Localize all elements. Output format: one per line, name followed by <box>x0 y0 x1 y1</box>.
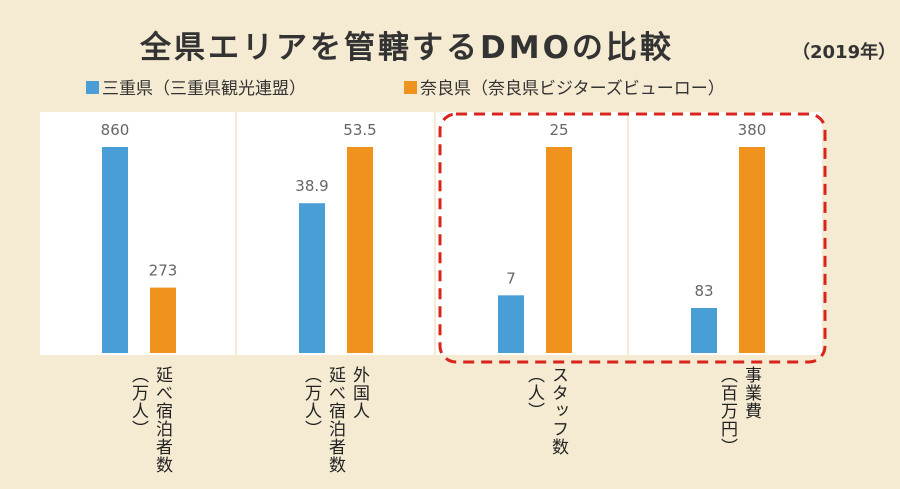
category-label-line: （人） <box>524 366 544 420</box>
category-label: 外国人 延べ宿泊者数 （万人） <box>299 366 371 474</box>
bar <box>739 147 765 353</box>
category-label: 事業費 （百万円） <box>715 366 763 456</box>
category-label-line: （万人） <box>301 366 321 438</box>
bar <box>299 203 325 353</box>
panel <box>629 112 822 355</box>
category-label-line: 延べ宿泊者数 <box>152 366 172 474</box>
category-label-line: 外国人 <box>349 366 369 420</box>
legend-label: 三重県（三重県観光連盟） <box>102 79 306 99</box>
legend-swatch <box>404 81 417 94</box>
bar <box>498 295 524 353</box>
category-label-line: 延べ宿泊者数 <box>325 366 345 474</box>
panel <box>237 112 434 355</box>
highlight-frame <box>438 112 827 364</box>
panel <box>436 112 627 355</box>
legend-swatch <box>86 81 99 94</box>
bar <box>150 287 176 353</box>
value-label: 7 <box>506 269 516 287</box>
value-label: 25 <box>549 121 568 139</box>
category-label-line: （百万円） <box>717 366 737 456</box>
bar <box>546 147 572 353</box>
bar <box>102 147 128 353</box>
value-label: 273 <box>149 262 178 280</box>
category-label-line: スタッフ数 <box>548 366 568 456</box>
category-label-line: 事業費 <box>741 366 761 420</box>
chart-subtitle: （2019年） <box>792 41 896 63</box>
bar <box>691 308 717 353</box>
category-label: スタッフ数 （人） <box>522 366 570 456</box>
value-label: 380 <box>738 121 767 139</box>
value-label: 83 <box>694 282 713 300</box>
legend-label: 奈良県（奈良県ビジターズビューロー） <box>420 79 725 99</box>
bar <box>347 147 373 353</box>
category-label: 延べ宿泊者数 （万人） <box>126 366 174 474</box>
chart-title: 全県エリアを管轄するDMOの比較 <box>139 30 674 66</box>
panel <box>40 112 235 355</box>
value-label: 38.9 <box>295 177 328 195</box>
value-label: 53.5 <box>343 121 376 139</box>
value-label: 860 <box>101 121 130 139</box>
category-label-line: （万人） <box>128 366 148 438</box>
